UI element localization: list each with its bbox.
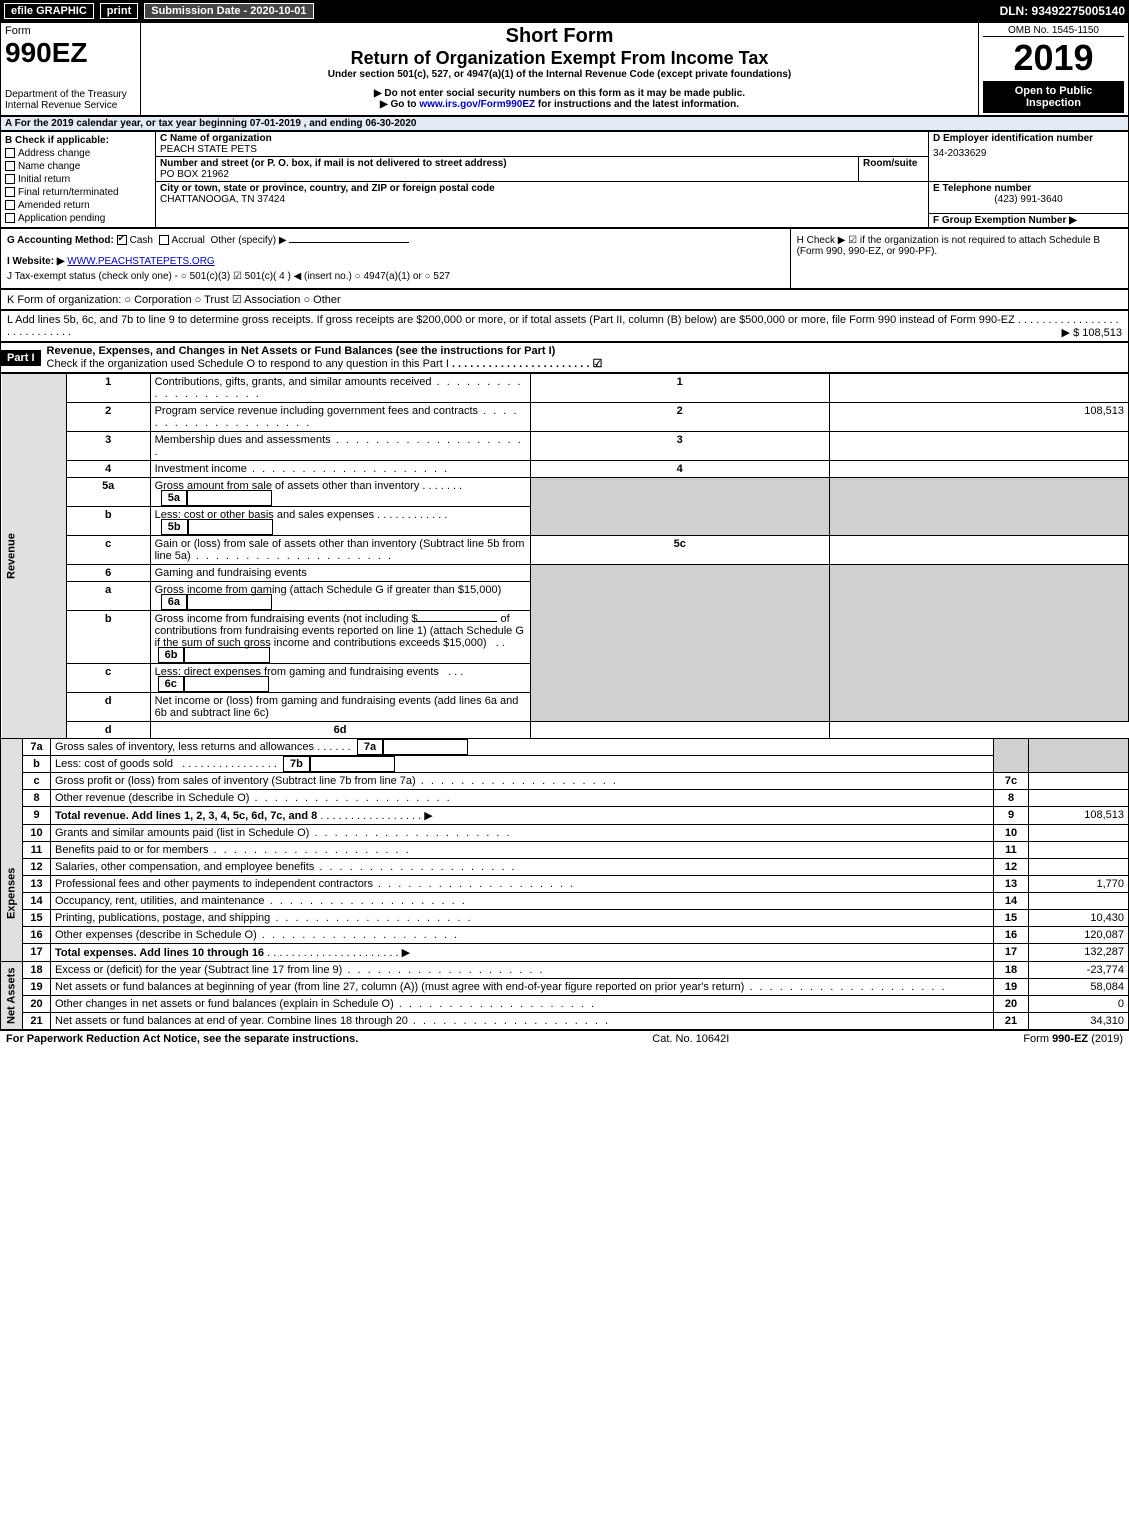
chk-cash[interactable]	[117, 235, 127, 245]
section-b-label: B Check if applicable:	[5, 135, 151, 146]
print-btn[interactable]: print	[100, 3, 138, 19]
section-k: K Form of organization: ○ Corporation ○ …	[0, 289, 1129, 310]
line-9-amt: 108,513	[1029, 807, 1129, 825]
expenses-tab: Expenses	[1, 825, 23, 962]
top-bar: efile GRAPHIC print Submission Date - 20…	[0, 0, 1129, 22]
subtitle-section: Under section 501(c), 527, or 4947(a)(1)…	[145, 69, 974, 80]
form-footer: Form 990-EZ (2019)	[1023, 1033, 1123, 1045]
period-row: A For the 2019 calendar year, or tax yea…	[1, 117, 1129, 131]
section-e-label: E Telephone number	[933, 183, 1124, 194]
chk-final-return[interactable]	[5, 187, 15, 197]
form-word: Form	[5, 25, 136, 37]
section-f-label: F Group Exemption Number ▶	[933, 215, 1077, 226]
part-1-header: Part I Revenue, Expenses, and Changes in…	[0, 342, 1129, 373]
form-number: 990EZ	[5, 37, 136, 69]
dln-label: DLN: 93492275005140	[1000, 4, 1125, 18]
paperwork-notice: For Paperwork Reduction Act Notice, see …	[6, 1033, 358, 1045]
section-l: L Add lines 5b, 6c, and 7b to line 9 to …	[0, 310, 1129, 342]
room-suite-label: Room/suite	[863, 158, 917, 169]
section-d-label: D Employer identification number	[933, 133, 1124, 144]
section-c-name-label: C Name of organization	[160, 133, 272, 144]
line-17-amt: 132,287	[1029, 944, 1129, 962]
phone-value: (423) 991-3640	[933, 194, 1124, 205]
city-label: City or town, state or province, country…	[160, 183, 495, 194]
website-link[interactable]: WWW.PEACHSTATEPETS.ORG	[67, 256, 214, 267]
dept-treasury: Department of the Treasury	[5, 89, 136, 100]
section-h: H Check ▶ ☑ if the organization is not r…	[790, 229, 1128, 289]
net-assets-tab: Net Assets	[1, 962, 23, 1030]
line-15-amt: 10,430	[1029, 910, 1129, 927]
chk-amended-return[interactable]	[5, 200, 15, 210]
section-j: J Tax-exempt status (check only one) - ○…	[7, 271, 784, 282]
line-19-amt: 58,084	[1029, 979, 1129, 996]
section-g-label: G Accounting Method:	[7, 235, 114, 246]
chk-name-change[interactable]	[5, 161, 15, 171]
revenue-tab: Revenue	[1, 374, 67, 739]
org-city: CHATTANOOGA, TN 37424	[160, 194, 285, 205]
chk-address-change[interactable]	[5, 148, 15, 158]
line-2-amt: 108,513	[829, 403, 1128, 432]
irs-label: Internal Revenue Service	[5, 100, 136, 111]
org-name: PEACH STATE PETS	[160, 144, 257, 155]
tax-year: 2019	[983, 37, 1124, 79]
lines-table: Revenue 1Contributions, gifts, grants, a…	[0, 373, 1129, 739]
submission-date-btn[interactable]: Submission Date - 2020-10-01	[144, 3, 313, 19]
chk-accrual[interactable]	[159, 235, 169, 245]
irs-link[interactable]: www.irs.gov/Form990EZ	[419, 99, 535, 110]
efile-graphic-btn[interactable]: efile GRAPHIC	[4, 3, 94, 19]
chk-initial-return[interactable]	[5, 174, 15, 184]
ein-value: 34-2033629	[933, 148, 1124, 159]
open-public-badge: Open to Public Inspection	[983, 81, 1124, 113]
header-table: Form 990EZ Department of the Treasury In…	[0, 22, 1129, 116]
line-13-amt: 1,770	[1029, 876, 1129, 893]
line-20-amt: 0	[1029, 996, 1129, 1013]
line-16-amt: 120,087	[1029, 927, 1129, 944]
line-21-amt: 34,310	[1029, 1013, 1129, 1030]
org-address: PO BOX 21962	[160, 169, 229, 180]
ssn-warning: ▶ Do not enter social security numbers o…	[145, 88, 974, 99]
section-i-label: I Website: ▶	[7, 256, 65, 267]
short-form-title: Short Form	[145, 25, 974, 48]
cat-number: Cat. No. 10642I	[652, 1033, 729, 1045]
footer: For Paperwork Reduction Act Notice, see …	[0, 1030, 1129, 1047]
goto-instr: ▶ Go to www.irs.gov/Form990EZ for instru…	[145, 99, 974, 110]
addr-label: Number and street (or P. O. box, if mail…	[160, 158, 507, 169]
entity-table: B Check if applicable: Address change Na…	[0, 131, 1129, 228]
omb-number: OMB No. 1545-1150	[983, 25, 1124, 37]
chk-application-pending[interactable]	[5, 213, 15, 223]
lines-table-2: 7aGross sales of inventory, less returns…	[0, 738, 1129, 1030]
return-title: Return of Organization Exempt From Incom…	[145, 48, 974, 69]
line-18-amt: -23,774	[1029, 962, 1129, 979]
